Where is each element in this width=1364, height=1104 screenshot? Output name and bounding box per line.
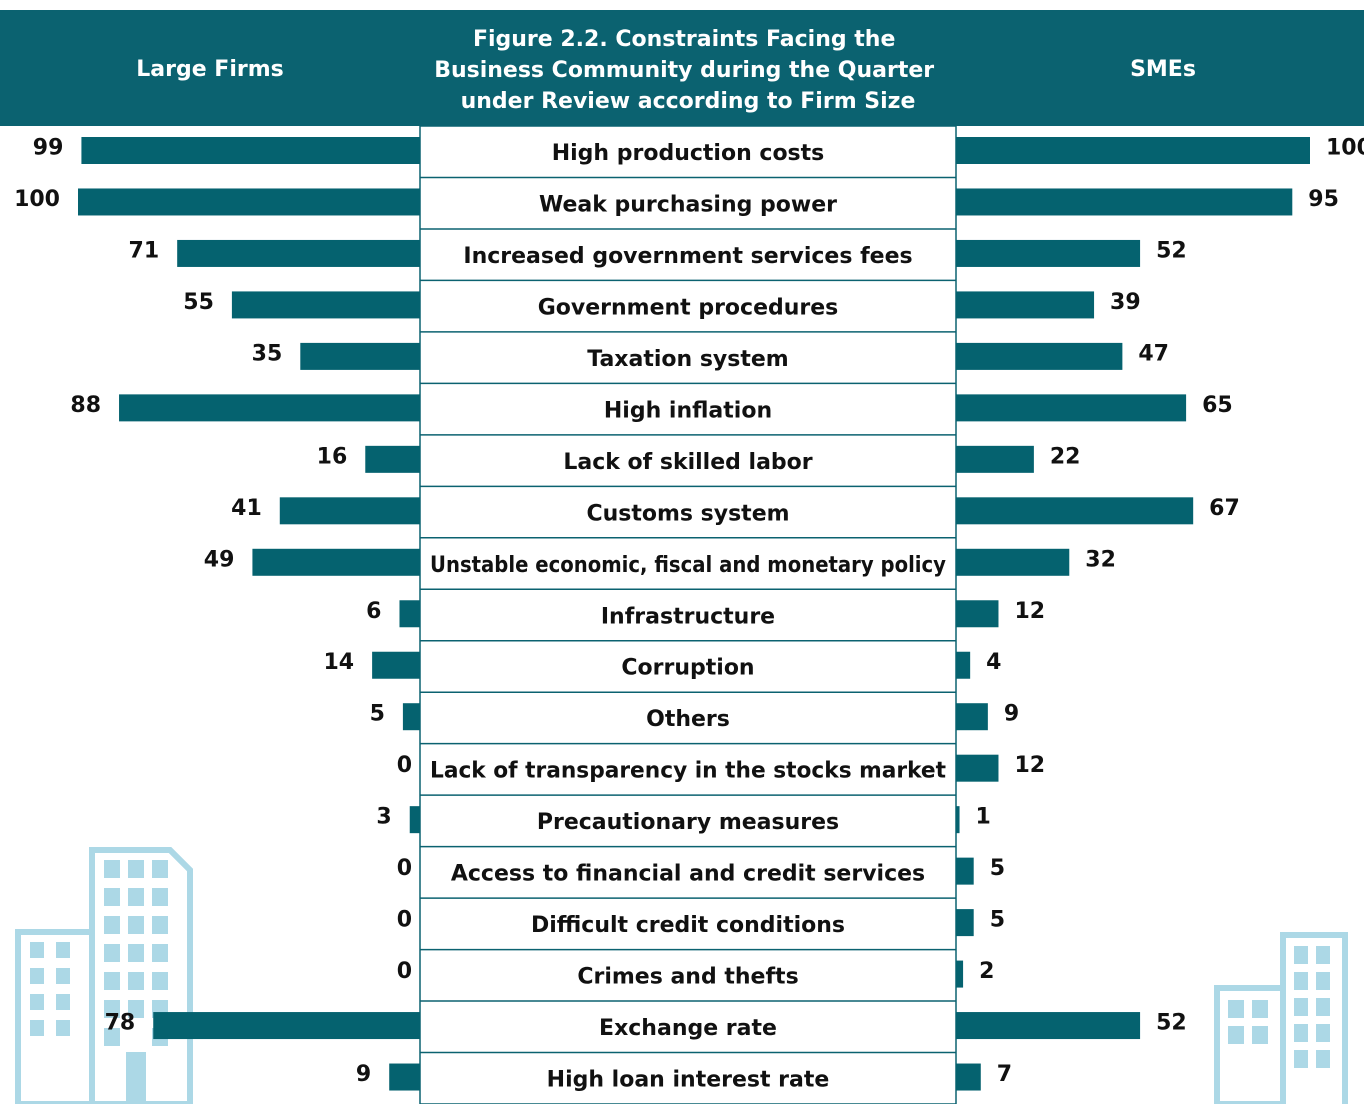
category-label: Exchange rate xyxy=(599,1016,777,1041)
category-column xyxy=(419,125,957,1104)
building-right xyxy=(1214,932,1348,1104)
category-label: High production costs xyxy=(552,141,825,166)
bar-left xyxy=(409,806,420,834)
bar-left xyxy=(177,239,420,267)
value-label-left: 0 xyxy=(397,753,412,778)
value-label-left: 9 xyxy=(356,1062,371,1087)
value-label-right: 52 xyxy=(1156,238,1187,263)
bar-right xyxy=(956,857,974,885)
category-label: Unstable economic, fiscal and monetary p… xyxy=(430,553,946,578)
bar-right xyxy=(956,188,1293,216)
value-label-right: 22 xyxy=(1050,444,1081,469)
building-left xyxy=(15,847,193,1104)
value-label-right: 2 xyxy=(979,959,994,984)
value-label-right: 47 xyxy=(1138,341,1169,366)
value-label-left: 16 xyxy=(317,444,348,469)
category-label: Access to financial and credit services xyxy=(451,862,925,887)
value-label-left: 71 xyxy=(129,238,160,263)
value-label-left: 99 xyxy=(33,136,64,161)
value-label-left: 0 xyxy=(397,959,412,984)
bar-right xyxy=(956,754,999,782)
bar-left xyxy=(78,188,420,216)
bar-right xyxy=(956,806,960,834)
category-label: Difficult credit conditions xyxy=(531,913,845,938)
bar-right xyxy=(956,291,1095,319)
bar-right xyxy=(956,703,988,731)
bar-left xyxy=(372,651,420,679)
bar-right xyxy=(956,342,1123,370)
value-label-right: 12 xyxy=(1014,753,1045,778)
bar-right xyxy=(956,960,964,988)
value-label-right: 39 xyxy=(1110,290,1141,315)
legend-left: Large Firms xyxy=(136,57,283,82)
bar-left xyxy=(81,137,421,164)
value-label-right: 5 xyxy=(990,856,1005,881)
value-label-left: 6 xyxy=(366,599,381,624)
category-label: Others xyxy=(646,707,730,732)
value-label-left: 41 xyxy=(231,496,262,521)
value-label-left: 35 xyxy=(252,341,283,366)
category-label: High inflation xyxy=(604,398,772,423)
bar-right xyxy=(956,445,1034,473)
value-label-right: 1 xyxy=(976,805,991,830)
value-label-left: 0 xyxy=(397,856,412,881)
bar-right xyxy=(956,137,1310,164)
bar-right xyxy=(956,548,1070,576)
bar-right xyxy=(956,239,1141,267)
bar-right xyxy=(956,1012,1141,1040)
category-label: Infrastructure xyxy=(601,604,775,629)
value-label-right: 67 xyxy=(1209,496,1240,521)
category-label: High loan interest rate xyxy=(547,1068,830,1093)
bar-right xyxy=(956,1063,981,1091)
value-label-right: 65 xyxy=(1202,393,1233,418)
category-label: Customs system xyxy=(586,501,789,526)
bar-left xyxy=(279,497,420,525)
value-label-right: 52 xyxy=(1156,1011,1187,1036)
header-band xyxy=(0,10,1364,126)
value-label-right: 32 xyxy=(1085,547,1116,572)
value-label-left: 100 xyxy=(14,187,60,212)
category-label: Lack of skilled labor xyxy=(563,450,812,475)
category-label: Government procedures xyxy=(538,295,839,320)
value-label-right: 4 xyxy=(986,650,1001,675)
bar-right xyxy=(956,394,1187,422)
bar-left xyxy=(231,291,420,319)
value-label-right: 95 xyxy=(1308,187,1339,212)
bar-right xyxy=(956,651,971,679)
bar-right xyxy=(956,497,1194,525)
value-label-right: 12 xyxy=(1014,599,1045,624)
value-label-left: 5 xyxy=(370,702,385,727)
value-label-right: 7 xyxy=(997,1062,1012,1087)
category-label: Taxation system xyxy=(587,347,788,372)
category-label: Increased government services fees xyxy=(463,244,912,269)
bar-left xyxy=(300,342,420,370)
bar-left xyxy=(252,548,420,576)
value-label-right: 9 xyxy=(1004,702,1019,727)
bar-left xyxy=(365,445,420,473)
bar-left xyxy=(153,1012,421,1040)
legend-right: SMEs xyxy=(1130,57,1196,82)
bar-left xyxy=(402,703,420,731)
value-label-right: 5 xyxy=(990,908,1005,933)
bar-right xyxy=(956,600,999,628)
category-label: Corruption xyxy=(621,656,754,681)
value-label-left: 78 xyxy=(105,1011,136,1036)
bar-left xyxy=(119,394,420,422)
value-label-left: 0 xyxy=(397,908,412,933)
category-label: Precautionary measures xyxy=(537,810,839,835)
bar-left xyxy=(399,600,420,628)
value-label-right: 100 xyxy=(1326,136,1364,161)
value-label-left: 14 xyxy=(323,650,354,675)
category-label: Crimes and thefts xyxy=(577,965,798,990)
value-label-left: 88 xyxy=(70,393,101,418)
bar-left xyxy=(389,1063,420,1091)
category-label: Weak purchasing power xyxy=(539,192,837,217)
bar-right xyxy=(956,909,974,937)
value-label-left: 55 xyxy=(183,290,214,315)
value-label-left: 3 xyxy=(376,805,391,830)
category-label: Lack of transparency in the stocks marke… xyxy=(430,759,946,784)
value-label-left: 49 xyxy=(204,547,235,572)
chart-title: Figure 2.2. Constraints Facing the Busin… xyxy=(434,27,942,114)
